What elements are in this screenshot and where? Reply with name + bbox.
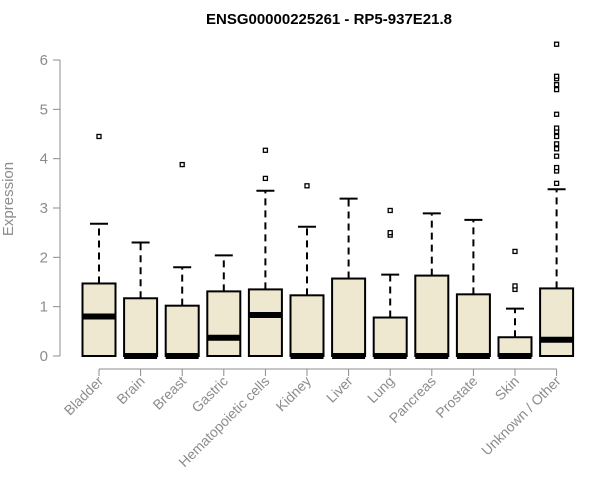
x-tick-label: Brain (113, 373, 147, 407)
box-prostate (455, 218, 491, 359)
box-lung (372, 207, 408, 359)
y-tick-label: 5 (40, 101, 48, 118)
box-unknown-other (539, 41, 575, 357)
x-tick-label: Bladder (61, 373, 107, 419)
y-tick-label: 2 (40, 249, 48, 266)
x-tick-label: Skin (492, 373, 523, 404)
x-tick-label: Breast (149, 373, 189, 413)
iqr-box (164, 304, 200, 357)
outlier-point (553, 73, 560, 79)
box-gastric (206, 254, 242, 357)
x-tick-label: Prostate (432, 373, 480, 421)
outlier-point (179, 161, 185, 168)
outlier-point (553, 146, 560, 152)
outlier-point (553, 111, 560, 117)
plot-area (81, 41, 575, 359)
x-tick-label: Liver (323, 373, 356, 406)
outlier-point (553, 153, 560, 159)
outlier-point (553, 133, 560, 140)
y-tick-label: 4 (40, 151, 48, 168)
iqr-box (206, 290, 242, 357)
outlier-point (553, 86, 560, 93)
outlier-point (553, 41, 560, 47)
iqr-box (331, 277, 367, 357)
y-axis: 0 1 2 3 4 5 6 (40, 52, 61, 365)
box-liver (331, 197, 367, 359)
x-tick-label: Unknown / Other (478, 373, 564, 459)
outlier-point (512, 248, 518, 255)
iqr-box (81, 282, 117, 358)
box-pancreas (414, 212, 450, 359)
outlier-point (387, 207, 393, 214)
x-tick-label: Lung (364, 373, 397, 406)
box-brain (123, 241, 159, 359)
box-kidney (289, 183, 325, 359)
y-tick-label: 1 (40, 299, 48, 316)
y-tick-label: 3 (40, 200, 48, 217)
outlier-point (553, 125, 560, 131)
y-tick-label: 6 (40, 52, 48, 69)
y-tick-label: 0 (40, 348, 48, 365)
iqr-box (539, 287, 575, 357)
outlier-point (553, 180, 560, 186)
iqr-box (455, 293, 491, 358)
iqr-box (123, 297, 159, 357)
outlier-point (96, 133, 102, 140)
box-bladder (81, 133, 117, 358)
box-breast (164, 161, 200, 359)
iqr-box (414, 274, 450, 357)
iqr-box (289, 294, 325, 358)
outlier-point (262, 175, 269, 182)
chart-title: ENSG00000225261 - RP5-937E21.8 (206, 11, 452, 28)
box-skin (497, 248, 533, 359)
outlier-point (387, 230, 393, 236)
iqr-box (372, 316, 408, 357)
box-hematopoietic-cells (247, 147, 283, 357)
outlier-point (304, 183, 310, 189)
y-axis-label: Expression (0, 162, 17, 236)
outlier-point (553, 164, 560, 171)
outlier-point (262, 147, 269, 153)
x-tick-label: Kidney (273, 373, 315, 415)
outlier-point (553, 141, 560, 147)
outlier-point (553, 82, 560, 88)
outlier-point (512, 283, 518, 289)
iqr-box (247, 288, 283, 357)
